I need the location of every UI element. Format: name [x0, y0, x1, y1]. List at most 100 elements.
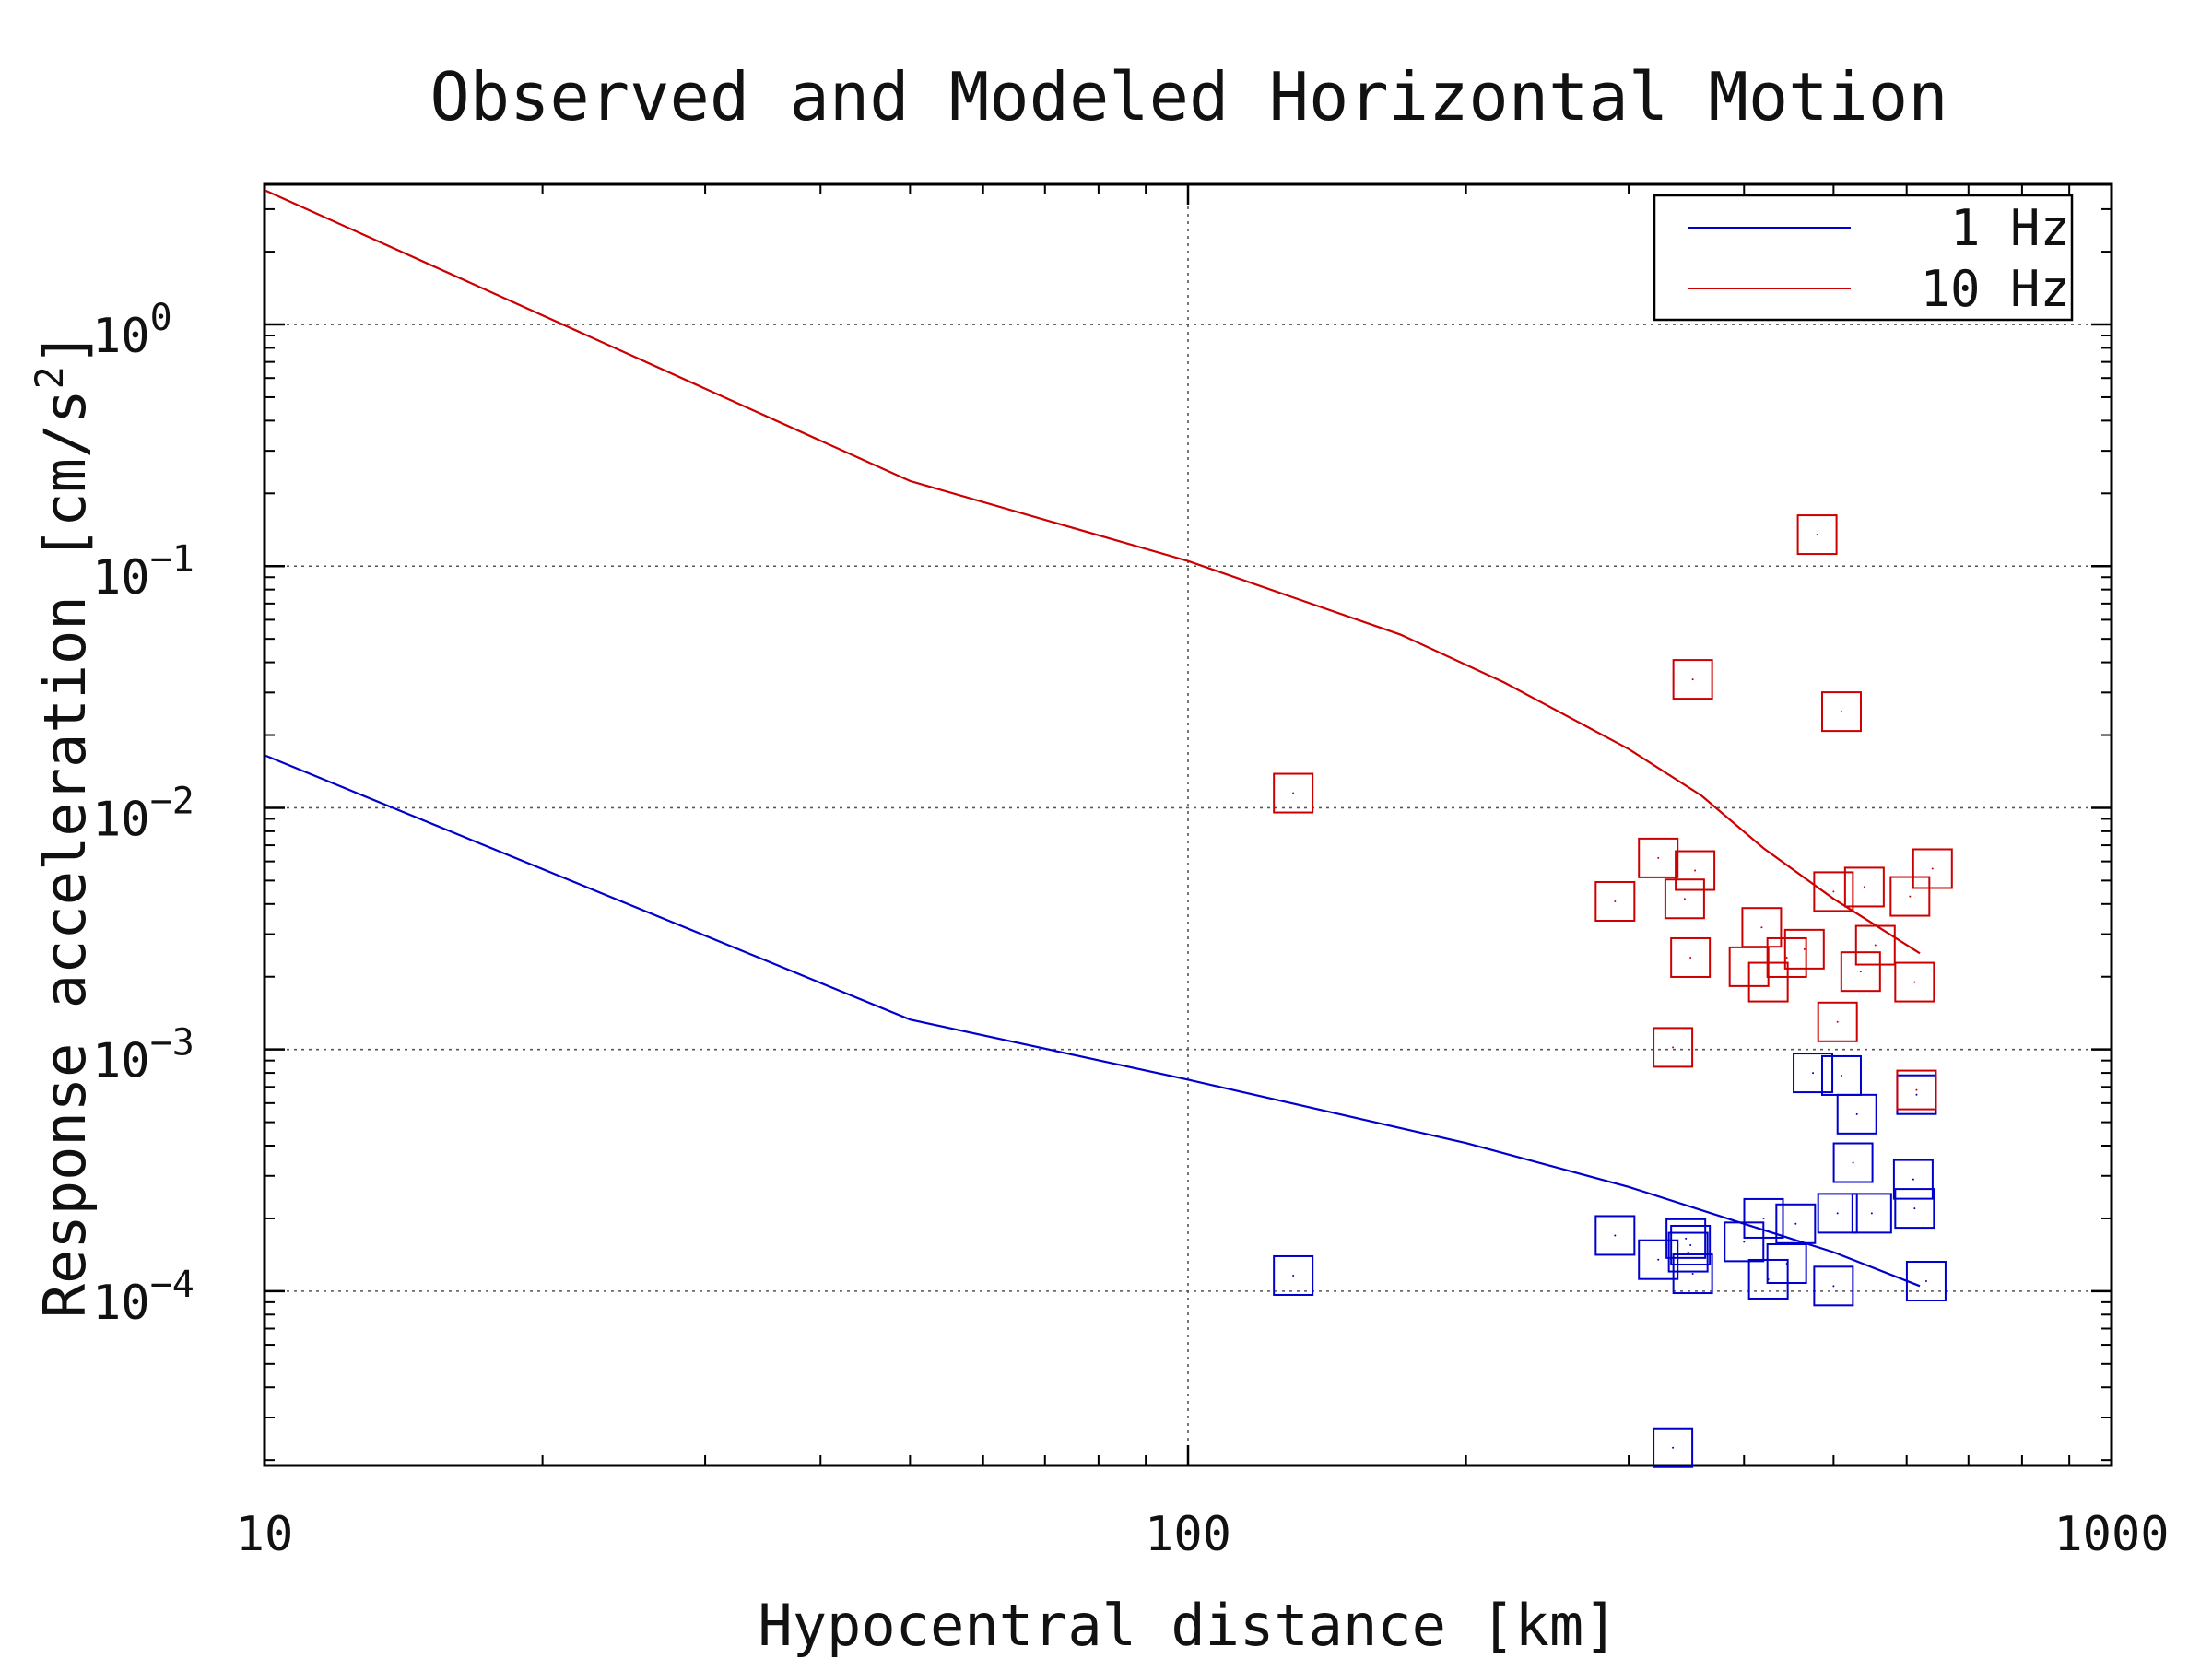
- observed-point-series-1-7: [1675, 850, 1716, 891]
- observed-point-center-series-0-20: [1912, 1178, 1914, 1181]
- observed-point-series-0-4: [1665, 1218, 1707, 1259]
- y-tick-exponent: −4: [150, 1264, 194, 1306]
- observed-point-series-1-3: [1653, 1027, 1694, 1068]
- observed-point-center-series-1-7: [1694, 869, 1697, 872]
- x-tick-label-1: 100: [1145, 1507, 1231, 1562]
- y-tick-base: 10: [92, 550, 150, 606]
- observed-point-series-1-2: [1638, 837, 1679, 878]
- observed-point-center-series-1-17: [1859, 971, 1862, 973]
- legend-label-1hz: 1 Hz: [1950, 199, 2070, 257]
- observed-point-center-series-1-4: [1683, 898, 1686, 900]
- observed-point-center-series-1-14: [1832, 890, 1835, 893]
- observed-point-center-series-1-16: [1840, 711, 1842, 713]
- observed-point-center-series-0-14: [1832, 1285, 1835, 1288]
- y-tick-exponent: −1: [150, 538, 194, 581]
- observed-point-center-series-0-2: [1657, 1258, 1660, 1261]
- model-line-series-1: [264, 189, 1921, 955]
- observed-point-center-series-0-6: [1689, 1243, 1692, 1246]
- grid: [265, 184, 2112, 1465]
- y-tick-base: 10: [92, 792, 150, 847]
- observed-point-center-series-0-12: [1794, 1222, 1797, 1225]
- observed-point-center-series-1-21: [1913, 981, 1916, 983]
- observed-point-center-series-1-13: [1816, 534, 1818, 536]
- observed-point-series-1-12: [1783, 928, 1825, 970]
- chart-title: Observed and Modeled Horizontal Motion: [429, 58, 1947, 135]
- observed-point-series-0-17: [1832, 1142, 1874, 1183]
- observed-point-center-series-1-9: [1760, 926, 1763, 929]
- observed-point-series-1-19: [1854, 924, 1896, 966]
- observed-point-series-1-17: [1840, 951, 1881, 993]
- observed-point-series-1-16: [1820, 691, 1862, 733]
- observed-point-center-series-0-7: [1691, 1273, 1694, 1276]
- y-axis-label-end: ]: [31, 332, 99, 366]
- plot-frame: [263, 182, 2113, 1467]
- observed-point-series-1-5: [1670, 936, 1712, 978]
- observed-point-series-1-22: [1896, 1069, 1937, 1111]
- observed-point-series-1-9: [1741, 907, 1783, 948]
- legend-label-10hz: 10 Hz: [1920, 260, 2070, 318]
- observed-point-center-series-1-20: [1909, 895, 1912, 898]
- x-tick-labels: 10 100 1000: [236, 1507, 2170, 1562]
- observed-point-center-series-1-0: [1292, 792, 1295, 794]
- observed-point-series-0-7: [1672, 1253, 1713, 1295]
- observed-point-series-1-11: [1766, 936, 1807, 978]
- observed-point-center-series-0-18: [1855, 1112, 1858, 1115]
- observed-point-center-series-0-13: [1812, 1072, 1815, 1075]
- observed-point-center-series-0-9: [1762, 1217, 1765, 1219]
- observed-point-center-series-1-22: [1915, 1088, 1918, 1091]
- observed-point-series-0-12: [1775, 1203, 1817, 1244]
- observed-point-center-series-0-5: [1687, 1251, 1689, 1253]
- observed-point-center-series-1-11: [1785, 956, 1788, 959]
- y-axis-label-main: Response acceleration [cm/s: [31, 389, 99, 1318]
- observed-point-series-1-18: [1843, 866, 1885, 908]
- observed-point-center-series-0-8: [1743, 1241, 1746, 1243]
- observed-point-series-0-19: [1851, 1193, 1892, 1234]
- observed-point-center-series-1-12: [1803, 947, 1806, 950]
- observed-point-series-1-1: [1594, 880, 1636, 922]
- observed-point-center-series-0-1: [1614, 1234, 1617, 1237]
- observed-point-series-1-0: [1273, 772, 1314, 814]
- observed-point-center-series-0-21: [1913, 1207, 1916, 1210]
- observed-point-center-series-0-0: [1292, 1274, 1295, 1277]
- observed-point-series-0-20: [1892, 1159, 1934, 1200]
- y-tick-label-1: 10−1: [92, 538, 194, 606]
- y-tick-label-3: 10−3: [92, 1022, 194, 1089]
- observed-point-series-0-5: [1667, 1231, 1709, 1273]
- observed-point-series-0-23: [1905, 1261, 1947, 1302]
- observed-point-series-1-20: [1889, 876, 1931, 917]
- y-tick-label-4: 10−4: [92, 1264, 194, 1331]
- observed-point-center-series-0-23: [1924, 1280, 1927, 1283]
- observed-point-center-series-1-5: [1689, 956, 1692, 959]
- observed-point-series-0-1: [1594, 1215, 1636, 1256]
- observed-point-center-series-0-19: [1870, 1212, 1873, 1215]
- observed-point-series-0-15: [1817, 1193, 1858, 1234]
- observed-point-series-0-2: [1638, 1239, 1679, 1280]
- y-tick-base: 10: [92, 309, 150, 364]
- y-tick-base: 10: [92, 1034, 150, 1089]
- x-tick-label-0: 10: [236, 1507, 294, 1562]
- observed-point-center-series-0-22: [1915, 1093, 1918, 1096]
- observed-point-center-series-0-17: [1852, 1161, 1854, 1164]
- observed-point-center-series-1-18: [1863, 886, 1865, 888]
- observed-point-center-series-0-4: [1685, 1237, 1688, 1240]
- observed-point-series-0-0: [1273, 1254, 1314, 1296]
- observed-point-center-series-0-16: [1840, 1074, 1842, 1077]
- observed-point-series-0-11: [1766, 1243, 1807, 1285]
- legend: 1 Hz 10 Hz: [1653, 194, 2074, 322]
- y-tick-base: 10: [92, 1276, 150, 1331]
- legend-box: [1653, 194, 2074, 322]
- observed-point-series-1-14: [1813, 871, 1854, 912]
- x-axis-label: Hypocentral distance [km]: [758, 1592, 1618, 1659]
- y-tick-exponent: 0: [150, 297, 172, 339]
- observed-point-series-1-23: [1912, 848, 1953, 889]
- observed-point-series-0-9: [1743, 1197, 1784, 1239]
- observed-point-series-0-3: [1653, 1427, 1694, 1468]
- observed-point-center-series-1-23: [1931, 867, 1934, 870]
- observed-point-series-0-18: [1836, 1093, 1877, 1135]
- y-tick-label-0: 100: [92, 297, 172, 364]
- observed-point-series-1-15: [1817, 1001, 1858, 1042]
- observed-point-series-0-6: [1670, 1224, 1712, 1265]
- y-tick-exponent: −3: [150, 1022, 194, 1065]
- y-tick-exponent: −2: [150, 780, 194, 822]
